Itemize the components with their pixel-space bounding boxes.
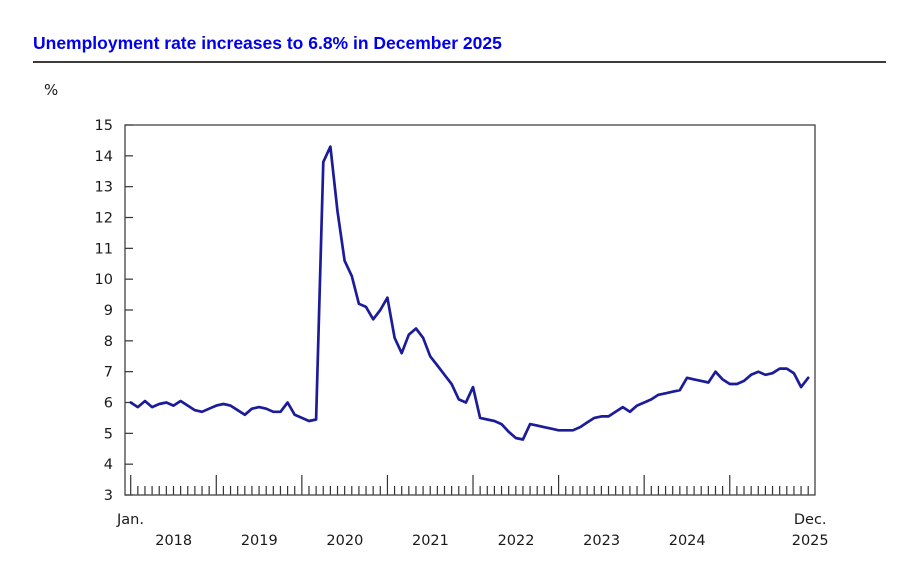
- y-axis-tick-label: 15: [95, 118, 113, 134]
- y-axis-tick-label: 6: [104, 396, 113, 412]
- y-axis-tick-label: 3: [104, 488, 113, 504]
- y-axis-tick-label: 9: [104, 303, 113, 319]
- x-axis-end-year-label: 2025: [792, 533, 829, 549]
- y-axis-unit-label: %: [44, 81, 59, 99]
- y-axis-tick-label: 5: [104, 426, 113, 442]
- y-axis-tick-label: 13: [95, 180, 113, 196]
- page-title: Unemployment rate increases to 6.8% in D…: [33, 33, 502, 53]
- x-axis-year-label: 2023: [583, 533, 620, 549]
- y-axis-tick-label: 10: [95, 272, 113, 288]
- x-axis-year-label: 2022: [498, 533, 535, 549]
- y-axis-tick-label: 7: [104, 365, 113, 381]
- y-axis-tick-label: 12: [95, 211, 113, 227]
- y-axis-tick-label: 11: [95, 241, 113, 257]
- x-axis-year-label: 2021: [412, 533, 449, 549]
- x-axis-year-label: 2024: [669, 533, 706, 549]
- x-axis-last-month-label: Dec.: [794, 512, 827, 528]
- y-axis-tick-label: 8: [104, 334, 113, 350]
- x-axis-first-month-label: Jan.: [116, 512, 144, 528]
- plot-border: [124, 124, 816, 496]
- y-axis-tick-label: 4: [104, 457, 113, 473]
- x-axis-year-label: 2020: [326, 533, 363, 549]
- title-underline-rule: [33, 61, 886, 63]
- y-axis-tick-label: 14: [95, 149, 113, 165]
- x-axis-year-label: 2019: [241, 533, 278, 549]
- unemployment-rate-line: [129, 145, 810, 441]
- x-axis-year-label: 2018: [155, 533, 192, 549]
